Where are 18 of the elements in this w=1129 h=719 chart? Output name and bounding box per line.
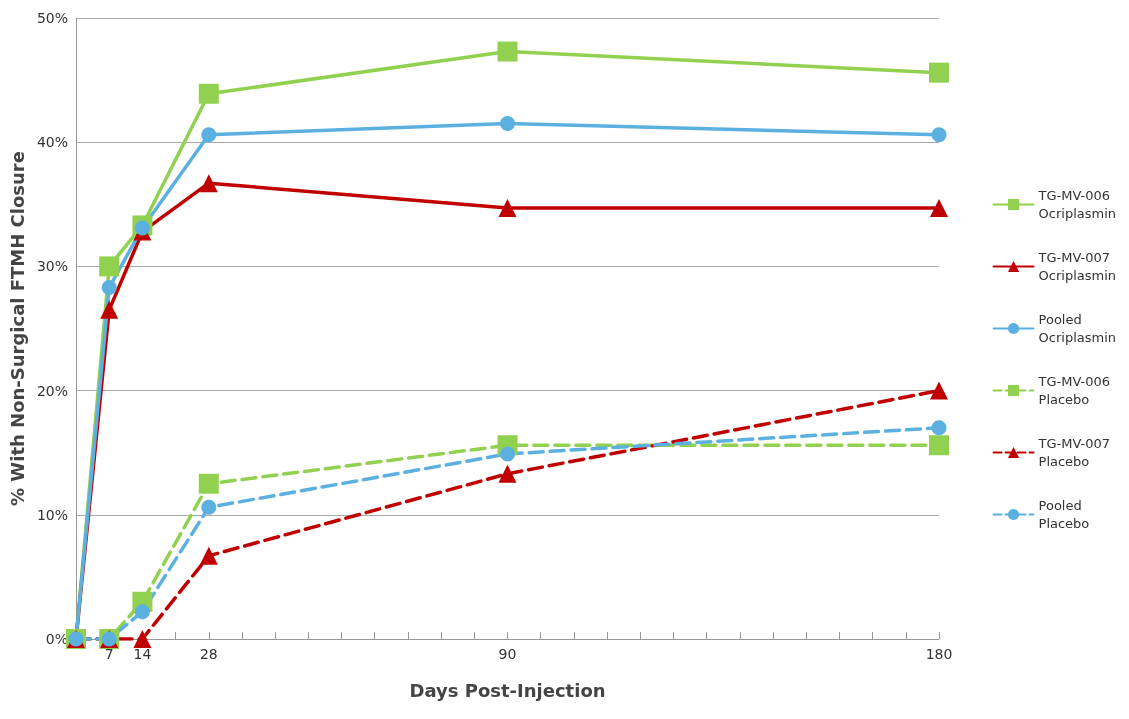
x-tick-label: 7 [104,646,114,662]
x-tick-label: 14 [133,646,152,662]
x-tick-label: 180 [925,646,953,662]
legend-label: Pooled Ocriplasmin [1038,312,1117,345]
legend-label: TG-MV-007 Ocriplasmin [1037,250,1117,283]
x-tick-label: 90 [498,646,517,662]
legend-label: TG-MV-007 Placebo [1037,436,1111,469]
y-tick-label: 50% [36,10,69,26]
legend-label: TG-MV-006 Ocriplasmin [1037,188,1117,221]
y-tick-label: 20% [36,382,69,399]
y-tick-label: 40% [36,134,69,151]
legend-label: Pooled Placebo [1038,498,1090,531]
y-tick-label: 10% [36,506,69,523]
y-axis-title: % With Non-Surgical FTMH Closure [6,151,28,506]
legend-label: TG-MV-006 Placebo [1037,374,1111,407]
x-tick-label: 28 [199,646,218,662]
x-axis-title: Days Post-Injection [409,679,606,701]
y-tick-label: 30% [36,258,69,275]
